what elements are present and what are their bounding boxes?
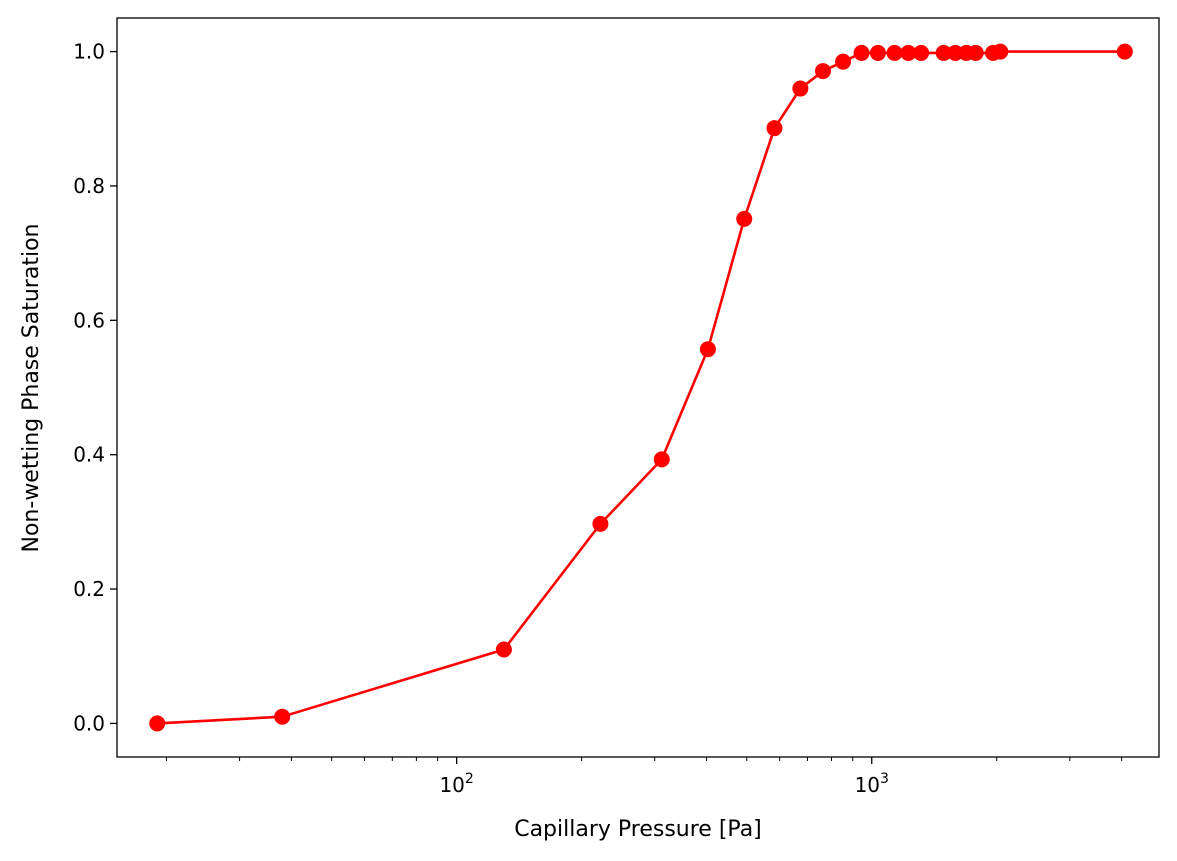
series-layer	[149, 43, 1133, 732]
data-point	[853, 44, 870, 61]
data-point	[653, 451, 670, 468]
data-point	[274, 708, 291, 725]
y-tick-label: 0.8	[73, 174, 105, 198]
x-tick-label: 102	[439, 771, 473, 797]
y-tick-label: 0.0	[73, 711, 105, 735]
x-tick-label-exponent: 3	[880, 771, 889, 787]
y-tick-label: 0.6	[73, 308, 105, 332]
data-point	[913, 44, 930, 61]
x-axis-label: Capillary Pressure [Pa]	[514, 817, 762, 842]
plot-frame	[116, 17, 1160, 758]
data-point	[792, 80, 809, 97]
data-point	[835, 53, 852, 70]
x-tick-label-exponent: 2	[465, 771, 474, 787]
y-tick-label: 1.0	[73, 40, 105, 64]
y-axis-ticks: 0.0 0.2 0.4 0.6 0.8 1.0	[73, 40, 117, 735]
x-tick-label: 103	[855, 771, 889, 797]
y-tick-label: 0.2	[73, 577, 105, 601]
data-point	[736, 210, 753, 227]
data-point	[886, 44, 903, 61]
data-point	[1116, 43, 1133, 60]
data-point	[992, 43, 1009, 60]
x-tick-label-base: 10	[855, 773, 880, 797]
plot-background	[117, 18, 1159, 757]
x-tick-label-base: 10	[439, 773, 464, 797]
y-axis-label: Non-wetting Phase Saturation	[19, 224, 44, 553]
data-point	[935, 44, 952, 61]
y-tick-label: 0.4	[73, 443, 105, 467]
data-point	[967, 44, 984, 61]
data-point	[149, 715, 166, 732]
data-point	[814, 63, 831, 80]
data-point	[766, 120, 783, 137]
data-point	[869, 44, 886, 61]
data-point	[947, 44, 964, 61]
data-point	[699, 341, 716, 358]
x-axis-ticks: 102 103	[165, 757, 1123, 797]
data-point	[900, 44, 917, 61]
data-point	[592, 515, 609, 532]
data-point	[495, 641, 512, 658]
